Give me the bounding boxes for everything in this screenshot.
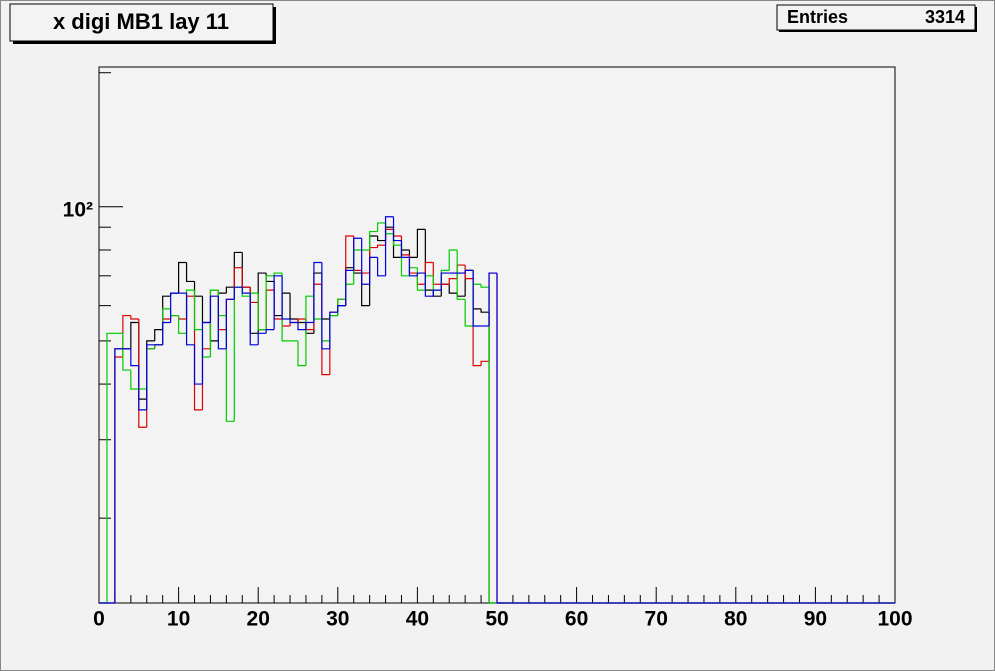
histogram-bin (448, 277, 458, 285)
histogram-bin (480, 360, 490, 366)
histogram-bin (345, 269, 354, 306)
histogram-bin (209, 289, 219, 358)
histogram-bin (193, 296, 203, 411)
histogram-bin (416, 272, 426, 276)
histogram-bin (297, 322, 306, 331)
histogram-bin (464, 265, 474, 280)
histogram-bin (353, 237, 362, 271)
histogram-bin (472, 270, 482, 327)
histogram-bin (424, 273, 434, 297)
histogram-bin (297, 318, 306, 323)
histogram-bin (209, 295, 219, 323)
histogram-bin (217, 296, 227, 350)
histogram-bin (416, 228, 426, 258)
histogram-bin (305, 295, 314, 366)
histogram-bin (337, 305, 346, 313)
histogram-bin (289, 318, 298, 324)
histogram-bin (138, 318, 147, 428)
histogram-bin (265, 275, 275, 330)
histogram-bin (432, 289, 442, 297)
histogram-bin (265, 329, 275, 334)
histogram-bin (201, 321, 211, 385)
histogram-bin (106, 332, 115, 603)
x-tick-label: 100 (877, 608, 912, 631)
histogram-bin (178, 315, 187, 334)
histogram-bin (225, 298, 235, 349)
histogram-bin (297, 340, 306, 367)
histogram-bin (377, 244, 386, 248)
histogram-bin (154, 329, 163, 341)
stats-label: Entries (787, 7, 848, 27)
histogram-bin (185, 293, 195, 346)
histogram-bin (233, 286, 243, 300)
chart-title: x digi MB1 lay 11 (53, 9, 229, 34)
x-tick-label: 40 (406, 608, 429, 631)
histogram-bin (464, 269, 474, 274)
histogram-bin (377, 222, 386, 232)
histogram-bin (130, 370, 139, 390)
histogram-bin (130, 315, 139, 320)
histogram-bin (448, 284, 458, 294)
x-tick-label: 60 (565, 608, 588, 631)
x-tick-label: 30 (326, 608, 349, 631)
x-tick-label: 70 (645, 608, 668, 631)
histogram-bin (369, 256, 378, 285)
x-tick-label: 20 (247, 608, 270, 631)
histogram-bin (249, 293, 259, 346)
histogram-bin (456, 249, 466, 300)
histogram-bin (114, 348, 123, 603)
x-tick-label: 50 (485, 608, 508, 631)
histogram-bin (408, 257, 418, 277)
histogram-bin (440, 272, 450, 291)
histogram-bin (122, 333, 131, 371)
histogram-bin (464, 299, 474, 327)
histogram-bin (193, 290, 203, 331)
histogram-bin (130, 348, 139, 367)
histogram-bin (162, 321, 171, 345)
histogram-bin (361, 238, 370, 285)
histogram-bin (480, 308, 490, 313)
histogram-bin (225, 315, 235, 422)
histogram-bin (241, 287, 251, 294)
histogram-bin (377, 257, 386, 277)
title-box (9, 3, 274, 42)
histogram-bin (305, 321, 314, 330)
histogram-bin (193, 344, 203, 385)
stats-box (776, 4, 976, 31)
x-tick-label: 10 (167, 608, 190, 631)
histogram-bin (130, 321, 139, 349)
histogram-bin (369, 230, 378, 250)
stats-value: 3314 (925, 7, 965, 27)
histogram-bin (185, 262, 195, 283)
x-tick-label: 90 (804, 608, 827, 631)
histogram-bin (488, 287, 497, 604)
histogram-bin (178, 261, 187, 294)
histogram-bin (138, 365, 147, 411)
histogram-bin (400, 240, 410, 258)
histogram-bin (273, 275, 283, 330)
histogram-bin (384, 216, 394, 276)
x-tick-label: 80 (724, 608, 747, 631)
histogram-bin (448, 249, 458, 271)
histogram-bin (225, 286, 235, 294)
histogram-bin (377, 235, 386, 242)
y-tick-label: 10² (63, 198, 93, 221)
histogram-bin (321, 262, 330, 350)
histogram-bin (392, 216, 402, 242)
x-tick-label: 0 (93, 608, 105, 631)
histogram-bin (281, 275, 291, 320)
histogram-bin (170, 292, 179, 323)
histogram-bin (273, 272, 283, 276)
histogram-bin (257, 293, 267, 331)
histogram-bin (488, 272, 497, 327)
histogram-bin (313, 261, 322, 323)
histogram-bin (329, 311, 338, 349)
histogram-bin (146, 344, 155, 410)
histogram-bin (257, 332, 267, 345)
histogram-bin (496, 273, 505, 604)
histogram-bin (480, 284, 490, 288)
